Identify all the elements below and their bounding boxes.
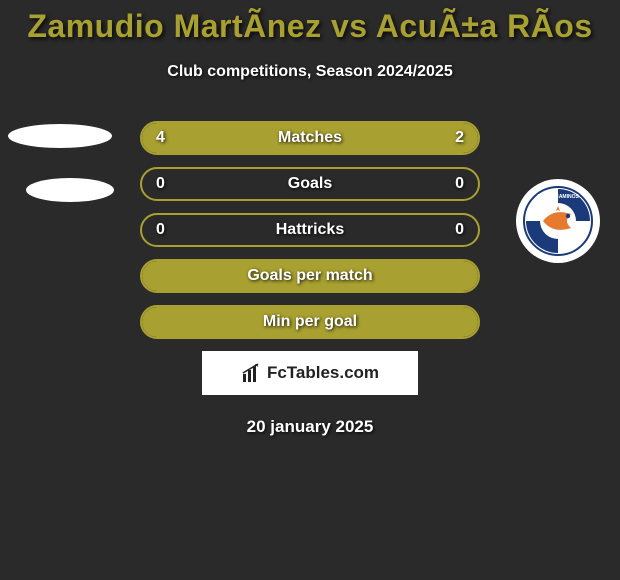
badge-text: CORRECAMINOS — [537, 194, 579, 200]
stat-label: Goals per match — [247, 267, 372, 285]
stat-row: Goals per match — [140, 259, 480, 293]
stat-value-left: 4 — [156, 129, 165, 147]
stat-row: 0 0 Goals — [140, 167, 480, 201]
branding-text: FcTables.com — [267, 363, 379, 383]
subtitle: Club competitions, Season 2024/2025 — [0, 63, 620, 81]
stat-value-right: 0 — [455, 175, 464, 193]
stat-label: Min per goal — [263, 313, 357, 331]
stat-label: Hattricks — [276, 221, 344, 239]
stat-value-right: 0 — [455, 221, 464, 239]
stat-label: Goals — [288, 175, 332, 193]
branding-box: FcTables.com — [202, 351, 418, 395]
stat-label: Matches — [278, 129, 342, 147]
player-placeholder-ellipse — [8, 124, 112, 148]
player-placeholder-ellipse — [26, 178, 114, 202]
stat-value-right: 2 — [455, 129, 464, 147]
stat-row: 0 0 Hattricks — [140, 213, 480, 247]
bars-icon — [241, 362, 263, 384]
stat-value-left: 0 — [156, 221, 165, 239]
stat-value-left: 0 — [156, 175, 165, 193]
page-title: Zamudio MartÃ­nez vs AcuÃ±a RÃ­os — [0, 0, 620, 45]
right-team-badge: CORRECAMINOS — [516, 179, 600, 263]
stat-row: 4 2 Matches — [140, 121, 480, 155]
team-crest-icon: CORRECAMINOS — [523, 186, 593, 256]
stat-row: Min per goal — [140, 305, 480, 339]
date-text: 20 january 2025 — [0, 417, 620, 437]
